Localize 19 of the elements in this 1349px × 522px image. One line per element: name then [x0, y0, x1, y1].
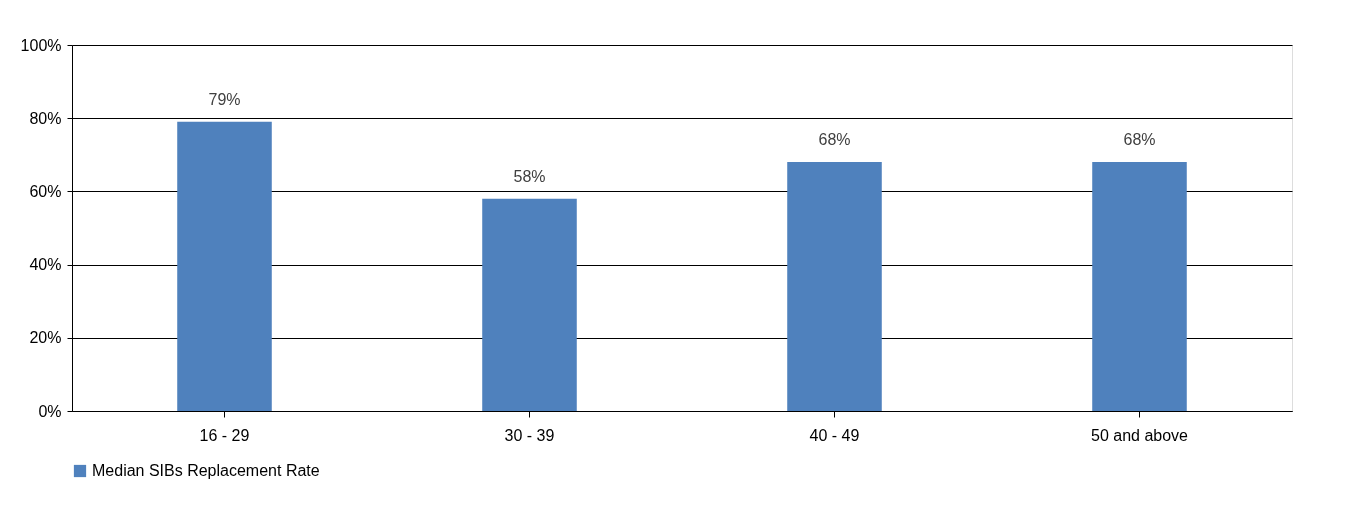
- bar: [787, 162, 882, 411]
- y-tick-label: 60%: [29, 182, 62, 200]
- y-tick-label: 100%: [20, 36, 62, 54]
- y-tick-label: 40%: [29, 256, 62, 274]
- data-label: 68%: [1123, 131, 1156, 149]
- y-tick-label: 0%: [38, 402, 62, 420]
- y-tick-label: 80%: [29, 109, 62, 127]
- data-label: 58%: [513, 167, 546, 185]
- bar: [1092, 162, 1187, 411]
- x-tick-label: 30 - 39: [504, 426, 555, 444]
- bar: [482, 198, 577, 411]
- data-label: 68%: [818, 131, 851, 149]
- x-tick-label: 50 and above: [1091, 426, 1189, 444]
- data-label: 79%: [208, 90, 241, 108]
- bar: [177, 121, 272, 411]
- x-tick-label: 16 - 29: [199, 426, 250, 444]
- y-tick-label: 20%: [29, 329, 62, 347]
- x-tick-label: 40 - 49: [809, 426, 860, 444]
- legend-label: Median SIBs Replacement Rate: [92, 462, 320, 479]
